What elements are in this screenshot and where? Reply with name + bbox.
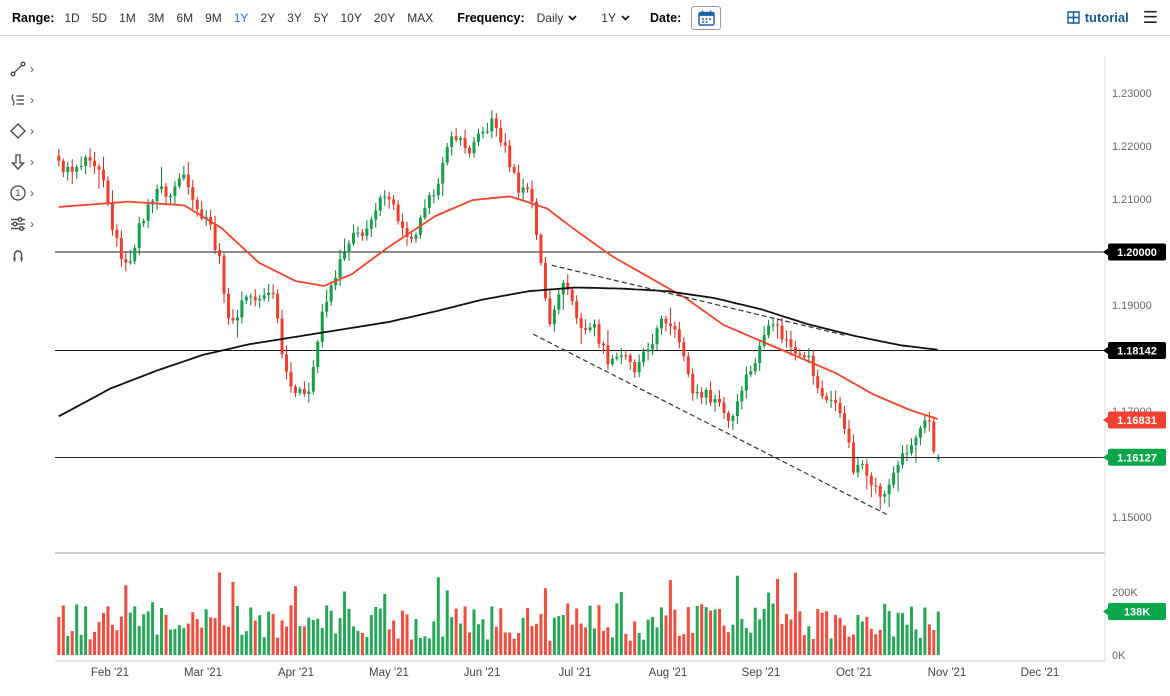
magnet-tool[interactable] [8, 244, 48, 266]
chevron-right-icon: › [30, 217, 34, 231]
interval-select[interactable]: 1Y [601, 11, 630, 25]
range-button-20y[interactable]: 20Y [373, 10, 396, 25]
top-toolbar: Range: 1D 5D 1M 3M 6M 9M 1Y 2Y 3Y 5Y 10Y 20Y MAX Fre… [0, 0, 1170, 36]
range-button-3m[interactable]: 3M [147, 10, 165, 25]
svg-text:1: 1 [15, 188, 20, 198]
svg-text:Apr '21: Apr '21 [278, 667, 314, 679]
brand-name: tutorial [1084, 10, 1129, 25]
candles-layer [57, 110, 940, 510]
moving-averages-layer [58, 195, 938, 420]
chevron-down-icon [568, 14, 577, 21]
menu-icon[interactable]: ☰ [1142, 8, 1158, 27]
trend-line-icon [10, 61, 26, 77]
svg-text:1.22000: 1.22000 [1112, 141, 1152, 153]
panel-borders [55, 56, 1106, 662]
annotations-icon [11, 94, 24, 106]
x-axis-labels: Feb '21 Mar '21 Apr '21 May '21 Jun '21 Jul '… [91, 667, 1059, 679]
arrow-down-icon [11, 154, 25, 170]
svg-text:Sep '21: Sep '21 [742, 667, 781, 679]
svg-text:1.23000: 1.23000 [1112, 88, 1152, 100]
magnet-icon [13, 250, 23, 262]
circled-number-icon: 1 [10, 185, 26, 201]
svg-text:1.16831: 1.16831 [1117, 415, 1157, 427]
chevron-down-icon [621, 14, 630, 21]
interval-value: 1Y [601, 10, 616, 25]
y-axis-labels: 1.230001.220001.210001.190001.170001.150… [1112, 88, 1152, 662]
chevron-right-icon: › [30, 62, 34, 76]
range-button-5y[interactable]: 5Y [313, 10, 329, 25]
svg-text:200K: 200K [1112, 587, 1138, 599]
trend-line-tool[interactable]: › [8, 58, 48, 80]
svg-text:Jun '21: Jun '21 [464, 667, 501, 679]
range-button-1m[interactable]: 1M [119, 10, 136, 25]
range-button-9m[interactable]: 9M [205, 10, 222, 25]
svg-text:Dec '21: Dec '21 [1021, 667, 1060, 679]
frequency-label: Frequency: [457, 10, 525, 25]
range-label: Range: [12, 10, 55, 25]
grid-icon [1066, 11, 1080, 24]
svg-text:1.21000: 1.21000 [1112, 194, 1152, 206]
range-button-1d[interactable]: 1D [64, 10, 80, 25]
range-button-10y[interactable]: 10Y [340, 10, 362, 25]
number-annotation-tool[interactable]: 1 › [8, 182, 48, 204]
svg-text:Nov '21: Nov '21 [928, 667, 967, 679]
svg-text:1.20000: 1.20000 [1117, 247, 1157, 259]
svg-text:Oct '21: Oct '21 [836, 667, 872, 679]
trendlines-layer [532, 264, 887, 515]
svg-text:1.19000: 1.19000 [1112, 300, 1152, 312]
svg-text:Feb '21: Feb '21 [91, 667, 129, 679]
chevron-right-icon: › [30, 93, 34, 107]
axis-badges: 1.20000 1.18142 1.16831 1.16127 138K [1103, 243, 1166, 621]
date-label: Date: [649, 10, 682, 25]
svg-text:1.18142: 1.18142 [1117, 345, 1157, 357]
frequency-select[interactable]: Daily [537, 11, 578, 25]
price-chart[interactable]: 1.230001.220001.210001.190001.170001.150… [0, 36, 1170, 696]
chevron-right-icon: › [30, 186, 34, 200]
date-picker-button[interactable] [691, 5, 722, 30]
volume-layer [57, 572, 940, 655]
range-button-max[interactable]: MAX [407, 10, 434, 25]
range-button-6m[interactable]: 6M [176, 10, 194, 25]
chevron-right-icon: › [30, 155, 34, 169]
svg-text:May '21: May '21 [369, 667, 409, 679]
svg-text:1.15000: 1.15000 [1112, 512, 1152, 524]
brand[interactable]: tutorial [1066, 10, 1129, 25]
svg-text:Aug '21: Aug '21 [649, 667, 688, 679]
shapes-tool[interactable]: › [8, 120, 48, 142]
svg-text:1.16127: 1.16127 [1117, 452, 1157, 464]
range-button-2y[interactable]: 2Y [260, 10, 276, 25]
chevron-right-icon: › [30, 124, 34, 138]
sliders-icon [11, 217, 25, 231]
arrow-tool[interactable]: › [8, 151, 48, 173]
svg-text:Mar '21: Mar '21 [184, 667, 222, 679]
drawing-tools-sidebar: › › › › 1 › › [0, 36, 48, 266]
horizontal-lines-layer [55, 251, 1105, 351]
range-options: 1D 5D 1M 3M 6M 9M 1Y 2Y 3Y 5Y 10Y 20Y MAX [64, 11, 433, 25]
range-button-1y[interactable]: 1Y [233, 10, 249, 25]
frequency-value: Daily [536, 10, 564, 25]
range-button-5d[interactable]: 5D [91, 10, 108, 25]
svg-text:138K: 138K [1124, 607, 1150, 619]
svg-text:Jul '21: Jul '21 [559, 667, 592, 679]
svg-text:0K: 0K [1112, 650, 1126, 662]
diamond-shape-icon [10, 123, 26, 139]
settings-sliders-tool[interactable]: › [8, 213, 48, 235]
annotations-tool[interactable]: › [8, 89, 48, 111]
range-button-3y[interactable]: 3Y [287, 10, 302, 25]
calendar-icon [698, 10, 715, 26]
